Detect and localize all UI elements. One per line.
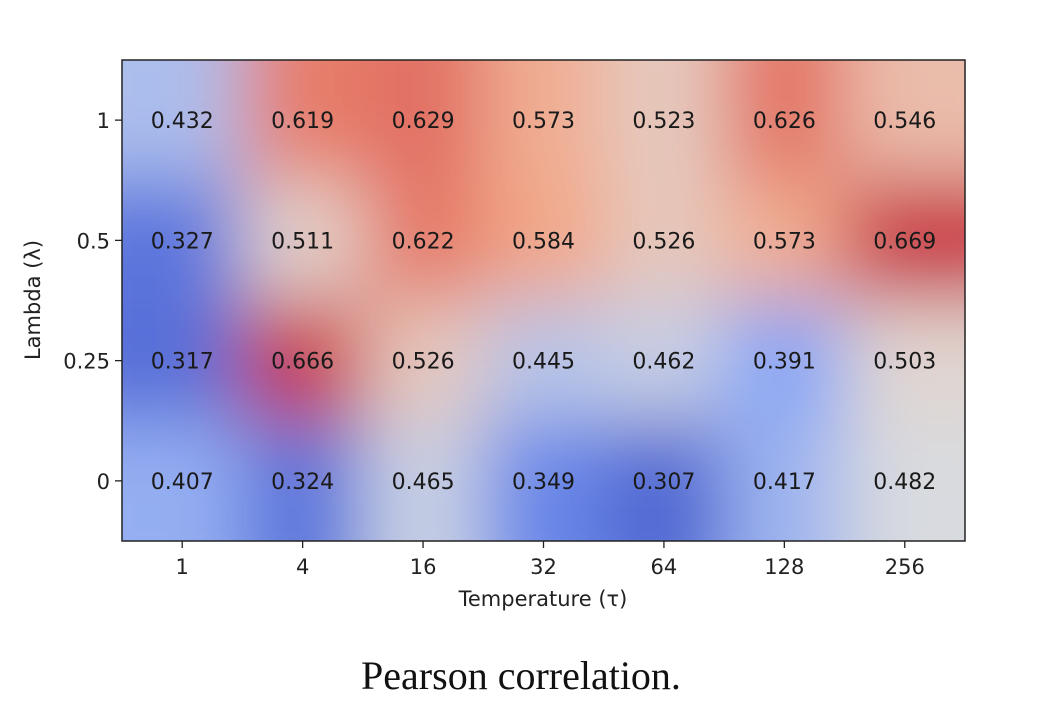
cell-value-label: 0.629	[392, 109, 455, 134]
x-tick-label: 4	[296, 555, 309, 579]
heatmap-cell	[242, 300, 364, 422]
y-axis-ticks: 1 0.5 0.25 0	[63, 109, 122, 494]
heatmap-cell	[724, 420, 846, 541]
cell-value-label: 0.526	[392, 350, 455, 375]
cell-value-label: 0.503	[873, 350, 936, 375]
heatmap-cell	[362, 180, 485, 302]
heatmap-cell	[603, 300, 726, 422]
cell-value-label: 0.417	[753, 470, 816, 495]
heatmap-chart: 0.432 0.619 0.629 0.573 0.523 0.626 0.546 0.327…	[21, 59, 966, 611]
cell-value-label: 0.482	[873, 470, 936, 495]
heatmap-cell	[122, 180, 244, 302]
heatmap-cell	[724, 180, 846, 302]
cell-value-label: 0.327	[151, 229, 214, 254]
cell-value-label: 0.573	[753, 229, 816, 254]
heatmap-cell	[362, 300, 485, 422]
heatmap-cell	[242, 60, 364, 182]
heatmap-cell	[483, 300, 605, 422]
x-axis-label: Temperature (τ)	[458, 587, 628, 611]
x-tick-label: 64	[651, 555, 678, 579]
cell-value-label: 0.666	[271, 350, 334, 375]
cell-value-label: 0.526	[632, 229, 695, 254]
cell-labels: 0.432 0.619 0.629 0.573 0.523 0.626 0.546 0.327…	[151, 109, 937, 495]
cell-value-label: 0.445	[512, 350, 575, 375]
heatmap-cell	[122, 420, 244, 541]
cell-value-label: 0.669	[873, 229, 936, 254]
heatmap-cell	[362, 420, 485, 541]
cell-value-label: 0.573	[512, 109, 575, 134]
heatmap-cell	[844, 180, 965, 302]
cell-value-label: 0.462	[632, 350, 695, 375]
cell-value-label: 0.407	[151, 470, 214, 495]
heatmap-cell	[844, 60, 965, 182]
heatmap-cell	[603, 60, 726, 182]
x-axis-ticks: 1 4 16 32 64 128 256	[176, 541, 925, 579]
cell-value-label: 0.584	[512, 229, 575, 254]
figure-caption: Pearson correlation.	[361, 653, 681, 698]
x-tick-label: 256	[885, 555, 925, 579]
y-axis-label: Lambda (λ)	[21, 240, 45, 360]
cell-value-label: 0.349	[512, 470, 575, 495]
x-tick-label: 16	[410, 555, 437, 579]
cell-value-label: 0.307	[632, 470, 695, 495]
heatmap-cell	[724, 300, 846, 422]
cell-value-label: 0.546	[873, 109, 936, 134]
x-tick-label: 128	[764, 555, 804, 579]
y-tick-label: 1	[97, 109, 110, 133]
y-tick-label: 0	[97, 470, 110, 494]
heatmap-cell	[122, 60, 244, 182]
heatmap-cell	[844, 300, 965, 422]
y-tick-label: 0.25	[63, 350, 110, 374]
x-tick-label: 32	[530, 555, 557, 579]
cell-value-label: 0.465	[392, 470, 455, 495]
cell-value-label: 0.391	[753, 350, 816, 375]
y-tick-label: 0.5	[77, 229, 110, 253]
heatmap-cell	[242, 180, 364, 302]
cell-value-label: 0.622	[392, 229, 455, 254]
heatmap-cell	[242, 420, 364, 541]
heatmap-cell	[844, 420, 965, 541]
cell-value-label: 0.324	[271, 470, 334, 495]
heatmap-cell	[603, 180, 726, 302]
x-tick-label: 1	[176, 555, 189, 579]
heatmap-cell	[603, 420, 726, 541]
cell-value-label: 0.626	[753, 109, 816, 134]
cell-value-label: 0.619	[271, 109, 334, 134]
cell-value-label: 0.511	[271, 229, 334, 254]
heatmap-cell	[362, 60, 485, 182]
heatmap-cell	[122, 300, 244, 422]
cell-value-label: 0.317	[151, 350, 214, 375]
heatmap-surface	[122, 60, 965, 541]
heatmap-cell	[483, 180, 605, 302]
cell-value-label: 0.523	[632, 109, 695, 134]
heatmap-cell	[483, 60, 605, 182]
heatmap-cell	[724, 60, 846, 182]
cell-value-label: 0.432	[151, 109, 214, 134]
heatmap-cell	[483, 420, 605, 541]
